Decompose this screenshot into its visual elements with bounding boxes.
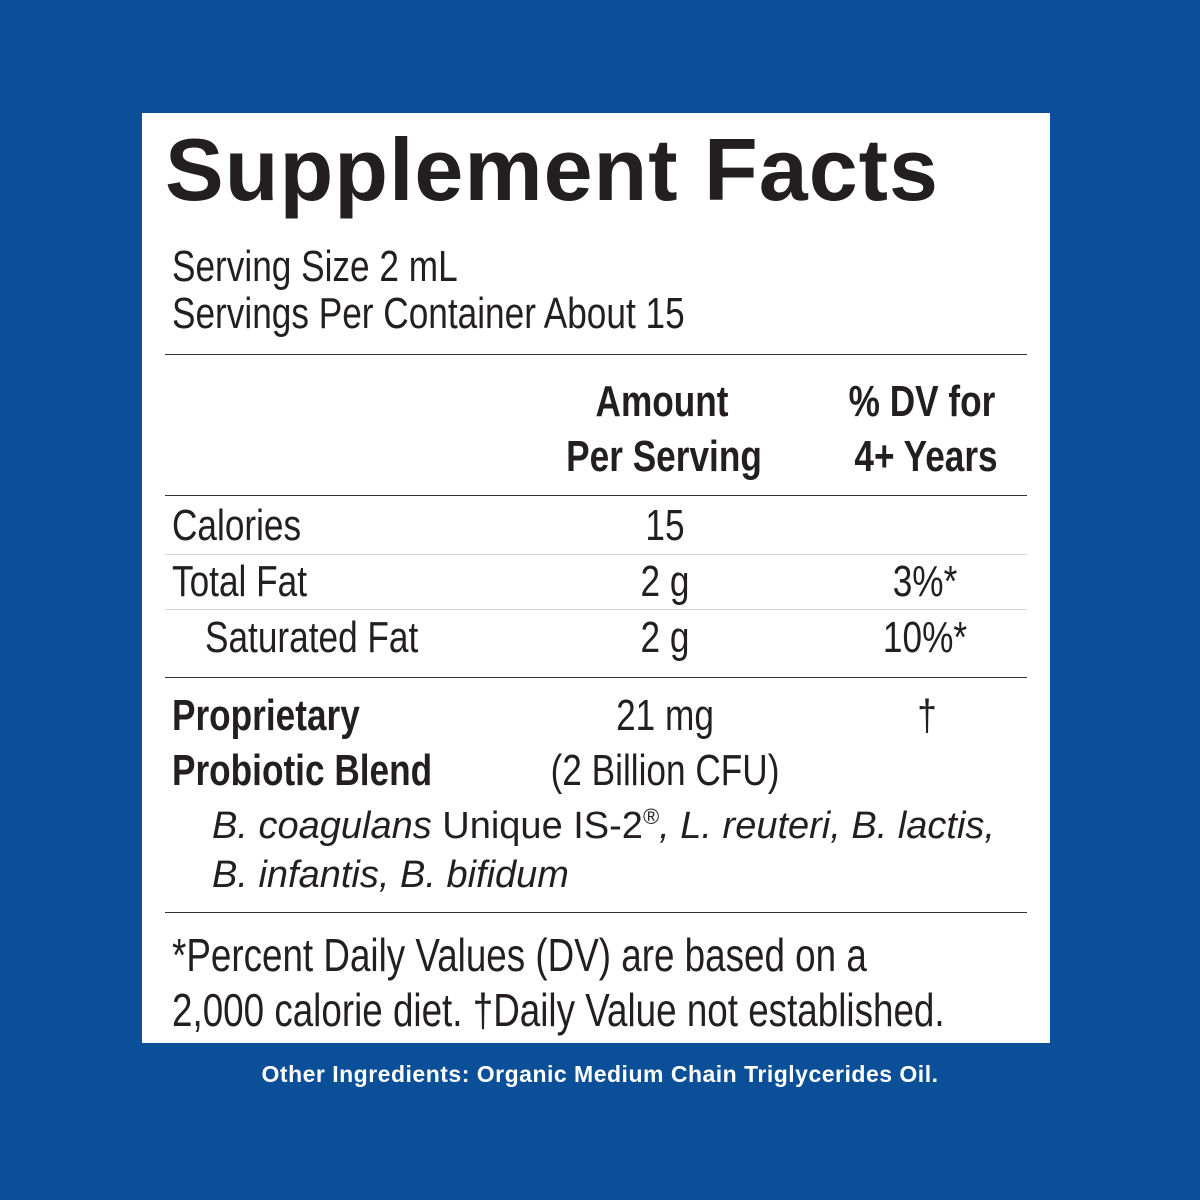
blend-amount: 21 mg (616, 691, 714, 740)
column-header: Per Serving (566, 432, 762, 481)
blend-dv: † (917, 691, 937, 740)
ingredient-text: B. coagulans (212, 805, 432, 847)
other-ingredients: Other Ingredients: Organic Medium Chain … (261, 1061, 939, 1087)
row-name: Total Fat (172, 557, 307, 606)
column-header: Amount (595, 377, 729, 426)
label-panel (142, 113, 1050, 1043)
serving-size: Serving Size 2 mL (172, 242, 458, 291)
column-header: 4+ Years (854, 432, 998, 481)
row-amount: 2 g (640, 613, 690, 662)
row-name: Calories (172, 501, 302, 550)
row-amount: 15 (645, 501, 685, 550)
row-dv: 3%* (892, 557, 958, 606)
title: Supplement Facts (165, 120, 939, 219)
servings-per-container: Servings Per Container About 15 (172, 289, 685, 338)
footnote: *Percent Daily Values (DV) are based on … (172, 929, 867, 981)
row-name: Saturated Fat (205, 613, 419, 662)
blend-amount: (2 Billion CFU) (550, 746, 780, 795)
rule (165, 677, 1027, 678)
row-dv: 10%* (882, 613, 968, 662)
row-amount: 2 g (640, 557, 690, 606)
blend-ingredients: B. coagulans Unique IS-2®, L. reuteri, B… (212, 802, 1022, 900)
rule (165, 912, 1027, 913)
rule (165, 354, 1027, 355)
blend-name: Probiotic Blend (172, 746, 433, 795)
rule (165, 495, 1027, 496)
rule (165, 609, 1027, 610)
rule (165, 554, 1027, 555)
footnote: 2,000 calorie diet. †Daily Value not est… (172, 984, 945, 1036)
ingredient-text: , L. reuteri, B. lactis, B. infantis, B.… (212, 805, 995, 896)
ingredient-text: Unique IS-2 (431, 805, 643, 847)
column-header: % DV for (848, 377, 996, 426)
blend-name: Proprietary (172, 691, 360, 740)
registered-mark: ® (642, 804, 660, 829)
